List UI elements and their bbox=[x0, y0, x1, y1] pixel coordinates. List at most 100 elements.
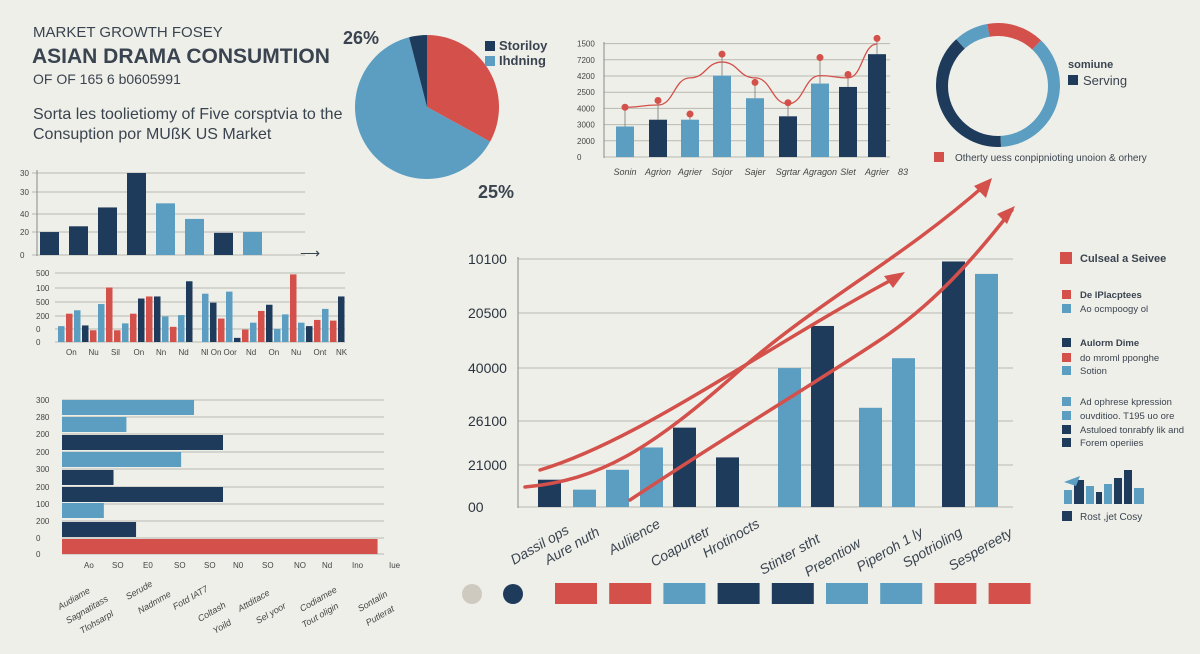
bar bbox=[226, 291, 233, 342]
bar bbox=[538, 479, 561, 507]
bar bbox=[62, 539, 378, 554]
y-tick-label: 40000 bbox=[468, 360, 507, 376]
legend-swatch bbox=[1068, 75, 1078, 85]
bar bbox=[243, 232, 262, 255]
pie-slice bbox=[355, 37, 491, 179]
decorative-mini-chart bbox=[1064, 476, 1080, 486]
x-tick-label: Iue bbox=[389, 561, 401, 570]
bar bbox=[892, 358, 915, 507]
bar bbox=[214, 232, 233, 255]
legend-label: do mroml pponghe bbox=[1080, 353, 1159, 364]
bar bbox=[154, 296, 161, 342]
bar bbox=[681, 119, 699, 157]
x-tick-label: Sojor bbox=[711, 167, 733, 177]
pie-slice bbox=[409, 35, 427, 107]
legend-label: Ad ophrese kpression bbox=[1080, 397, 1172, 408]
bar bbox=[573, 489, 596, 507]
bar bbox=[122, 323, 129, 342]
legend-swatch bbox=[485, 56, 495, 66]
decorative-mini-chart bbox=[1086, 486, 1094, 504]
bar bbox=[202, 293, 209, 342]
legend-label: Ao ocmpoogy ol bbox=[1080, 304, 1148, 315]
bar bbox=[242, 329, 249, 342]
bar bbox=[40, 232, 59, 255]
bar bbox=[218, 318, 225, 342]
legend-label: Aulorm Dime bbox=[1080, 338, 1139, 349]
legend-swatch bbox=[826, 583, 868, 604]
decorative-mini-chart bbox=[1104, 484, 1112, 504]
data-point bbox=[873, 34, 881, 42]
bar bbox=[69, 226, 88, 255]
y-tick-label: 4200 bbox=[577, 72, 595, 81]
legend-label: Rost ,jet Cosy bbox=[1080, 512, 1142, 523]
bar bbox=[868, 54, 886, 157]
x-tick-label: Ao bbox=[84, 561, 94, 570]
legend-label: Forem operiies bbox=[1080, 438, 1144, 449]
bar bbox=[62, 417, 127, 432]
y-tick-label: 7200 bbox=[577, 56, 595, 65]
y-tick-label: 2500 bbox=[577, 88, 595, 97]
legend-swatch bbox=[771, 583, 814, 604]
x-tick-label: Sonin bbox=[613, 167, 636, 177]
legend-dot bbox=[503, 584, 523, 604]
bar bbox=[114, 330, 121, 342]
x-tick-label: SO bbox=[112, 561, 124, 570]
y-tick-label: 3000 bbox=[577, 121, 595, 130]
legend-swatch bbox=[485, 41, 495, 51]
bar bbox=[314, 319, 321, 342]
y-tick-label: 30 bbox=[20, 188, 29, 197]
y-tick-label: 00 bbox=[468, 499, 484, 515]
bar bbox=[330, 320, 337, 342]
right-legend: Culseal a Seivee De lPlacptees Ao ocmpoogy… bbox=[1060, 252, 1184, 523]
x-tick-label: On bbox=[134, 348, 145, 357]
legend-swatch bbox=[1062, 338, 1071, 347]
x-tick-label: Nu bbox=[89, 348, 99, 357]
y-tick-label: 280 bbox=[36, 413, 50, 422]
data-point bbox=[844, 71, 852, 79]
legend-swatch bbox=[880, 583, 923, 604]
y-tick-label: 500 bbox=[36, 298, 50, 307]
x-tick-label: NO bbox=[294, 561, 306, 570]
bar bbox=[62, 400, 195, 415]
bar bbox=[274, 328, 281, 342]
y-tick-label: 500 bbox=[36, 269, 50, 278]
legend-dot bbox=[462, 584, 482, 604]
bar bbox=[640, 447, 663, 507]
trend-line bbox=[624, 43, 878, 108]
legend-swatch bbox=[1062, 397, 1071, 406]
legend-swatch bbox=[663, 583, 706, 604]
bar bbox=[146, 296, 153, 342]
y-tick-label: 200 bbox=[36, 517, 50, 526]
y-tick-label: 0 bbox=[36, 325, 41, 334]
x-tick-label: On bbox=[269, 348, 280, 357]
data-point bbox=[816, 54, 824, 62]
bar bbox=[713, 75, 731, 157]
combo-chart: 0 2000 3000 4000 2500 4200 7200 1500 Sonin Agrion… bbox=[577, 34, 908, 177]
x-tick-label: NK bbox=[336, 348, 348, 357]
x-tick-label: Nd bbox=[322, 561, 332, 570]
bar bbox=[62, 470, 114, 485]
x-tick-label: Oor bbox=[224, 348, 238, 357]
bar bbox=[811, 83, 829, 157]
bar bbox=[616, 126, 634, 157]
trend-arrow bbox=[523, 183, 987, 489]
y-tick-label: 0 bbox=[577, 153, 582, 162]
description-line-2: Consuption por MUßK US Market bbox=[33, 126, 272, 143]
y-tick-label: 200 bbox=[36, 312, 50, 321]
y-tick-label: 0 bbox=[20, 251, 25, 260]
x-tick-label: Agrion bbox=[644, 167, 671, 177]
y-tick-label: 100 bbox=[36, 500, 50, 509]
data-point bbox=[654, 97, 662, 104]
bar bbox=[942, 261, 965, 507]
bar bbox=[290, 274, 297, 342]
legend-label: Sotion bbox=[1080, 366, 1107, 377]
donut-note: Otherty uess conpipnioting unoion & orhe… bbox=[955, 153, 1147, 164]
bar bbox=[839, 86, 857, 157]
legend-swatch bbox=[1060, 252, 1072, 264]
legend-swatch bbox=[1062, 304, 1071, 313]
y-tick-label: 0 bbox=[36, 550, 41, 559]
bar bbox=[90, 330, 97, 342]
bar bbox=[130, 313, 137, 342]
y-tick-label: 4000 bbox=[577, 104, 595, 113]
